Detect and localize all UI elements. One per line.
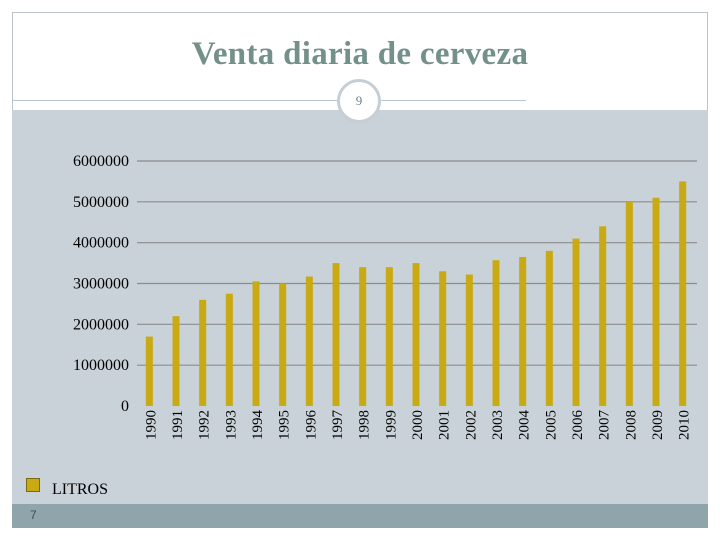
- x-tick-label: 2007: [597, 410, 613, 441]
- bar-2003: [492, 260, 500, 406]
- x-tick-label: 2004: [517, 410, 533, 441]
- x-tick-label: 2001: [437, 410, 453, 440]
- footer-number: 7: [30, 508, 37, 522]
- x-tick-label: 2002: [463, 410, 479, 440]
- bar-2004: [519, 256, 527, 406]
- x-tick-label: 1994: [250, 410, 266, 441]
- x-tick-label: 1997: [330, 410, 346, 441]
- page-number-badge: 9: [337, 79, 381, 123]
- x-tick-label: 2006: [570, 410, 586, 441]
- y-tick-label: 2000000: [73, 316, 129, 333]
- bar-1998: [359, 267, 367, 406]
- bar-1992: [199, 299, 207, 406]
- x-tick-label: 1998: [357, 410, 373, 440]
- legend-swatch: [26, 478, 40, 492]
- y-tick-label: 4000000: [73, 235, 129, 252]
- y-axis-ticks: 0 1000000 2000000 3000000 4000000 5000000 6000…: [73, 153, 129, 415]
- bar-1996: [305, 276, 313, 406]
- x-tick-label: 1993: [223, 410, 239, 440]
- page-number: 9: [355, 93, 363, 108]
- x-tick-label: 2005: [543, 410, 559, 440]
- x-axis-ticks: 1990 1991 1992 1993 1994 1995 1996 1997 1998 1999…: [143, 410, 692, 441]
- y-tick-label: 6000000: [73, 153, 129, 170]
- bar-2002: [465, 274, 473, 406]
- bar-1991: [172, 316, 180, 406]
- bar-1993: [225, 293, 233, 406]
- bar-2008: [625, 201, 633, 406]
- x-tick-label: 1995: [277, 410, 293, 440]
- title-rule-right: [378, 100, 526, 101]
- footer-bar: [12, 504, 708, 528]
- slide-title: Venta diaria de cerveza: [191, 36, 529, 72]
- x-tick-label: 1992: [197, 410, 213, 440]
- bar-2010: [679, 181, 687, 406]
- bar-1994: [252, 281, 260, 406]
- bar-1997: [332, 263, 340, 406]
- x-tick-label: 2008: [623, 410, 639, 440]
- bar-2009: [652, 197, 660, 406]
- x-tick-label: 2003: [490, 410, 506, 440]
- x-tick-label: 2009: [650, 410, 666, 440]
- y-tick-label: 5000000: [73, 194, 129, 211]
- y-tick-label: 3000000: [73, 276, 129, 293]
- x-tick-label: 2010: [677, 410, 693, 440]
- x-tick-label: 1991: [170, 410, 186, 440]
- bar-2001: [439, 271, 447, 406]
- legend-label: LITROS: [52, 481, 108, 498]
- x-tick-label: 1990: [143, 410, 159, 440]
- x-tick-label: 2000: [410, 410, 426, 440]
- bar-2000: [412, 263, 420, 406]
- bar-1995: [279, 283, 287, 406]
- bar-1999: [385, 267, 393, 406]
- bar-2005: [545, 250, 553, 406]
- x-tick-label: 1999: [383, 410, 399, 440]
- bar-2007: [599, 226, 607, 406]
- y-tick-label: 0: [121, 398, 129, 415]
- title-rule-left: [12, 100, 340, 101]
- y-tick-label: 1000000: [73, 357, 129, 374]
- x-tick-label: 1996: [303, 410, 319, 441]
- bar-2006: [572, 238, 580, 406]
- bar-1990: [145, 336, 153, 406]
- bars: [145, 181, 687, 406]
